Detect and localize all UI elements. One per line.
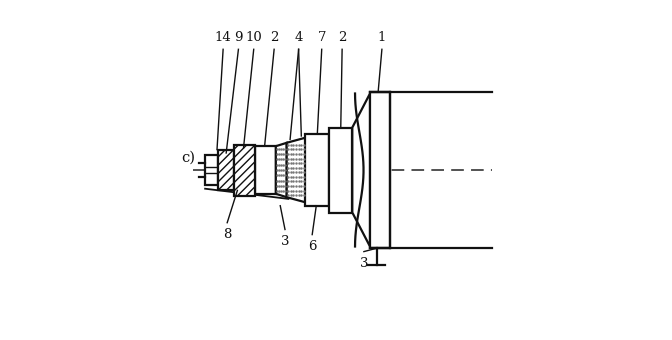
- Text: 10: 10: [245, 31, 262, 44]
- Polygon shape: [276, 143, 287, 197]
- Bar: [205, 155, 218, 185]
- Text: 3: 3: [360, 257, 368, 270]
- Bar: [329, 128, 352, 212]
- Text: 9: 9: [234, 31, 243, 44]
- Bar: [255, 146, 276, 194]
- Text: 6: 6: [308, 240, 317, 253]
- Text: 2: 2: [270, 31, 278, 44]
- Bar: [305, 134, 329, 206]
- Polygon shape: [352, 94, 370, 246]
- Text: c): c): [181, 151, 196, 165]
- Bar: [235, 144, 255, 196]
- Bar: [370, 92, 390, 248]
- Text: 3: 3: [281, 235, 289, 248]
- Text: 4: 4: [294, 31, 303, 44]
- Polygon shape: [287, 138, 305, 202]
- Text: 1: 1: [378, 31, 386, 44]
- Text: 7: 7: [317, 31, 326, 44]
- Text: 14: 14: [215, 31, 231, 44]
- Bar: [218, 150, 235, 190]
- Text: 2: 2: [338, 31, 346, 44]
- Text: 8: 8: [223, 228, 231, 241]
